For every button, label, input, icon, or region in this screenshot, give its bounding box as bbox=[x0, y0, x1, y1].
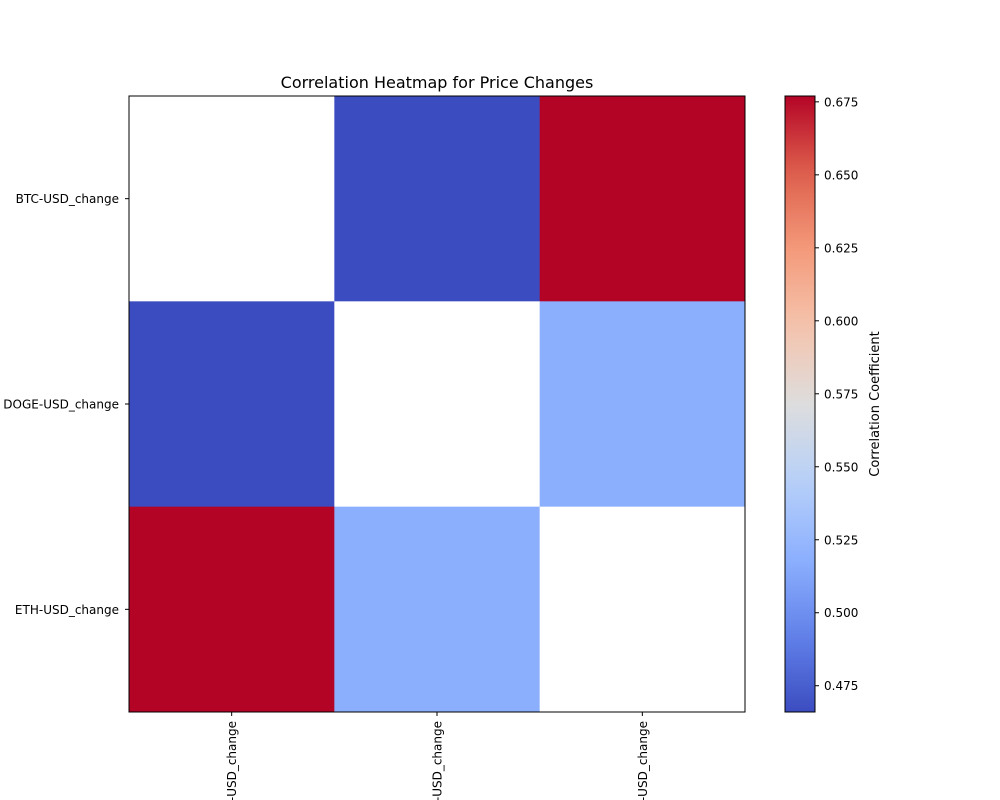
y-tick-label: BTC-USD_change bbox=[16, 192, 119, 206]
colorbar-tick-label: 0.500 bbox=[824, 606, 858, 620]
colorbar-tick-label: 0.650 bbox=[824, 168, 858, 182]
y-axis: BTC-USD_change DOGE-USD_change ETH-USD_cha… bbox=[3, 192, 129, 617]
x-tick-label: DOGE-USD_change bbox=[431, 721, 445, 800]
heatmap-cell bbox=[129, 96, 335, 302]
colorbar-label: Correlation Coefficient bbox=[868, 331, 883, 477]
heatmap-cells bbox=[129, 96, 746, 713]
colorbar-tick-label: 0.625 bbox=[824, 241, 858, 255]
colorbar-tick-label: 0.575 bbox=[824, 387, 858, 401]
colorbar-gradient bbox=[785, 96, 815, 712]
x-axis: BTC-USD_change DOGE-USD_change ETH-USD_cha… bbox=[225, 712, 650, 800]
colorbar-tick-label: 0.475 bbox=[824, 679, 858, 693]
x-tick-label: BTC-USD_change bbox=[225, 721, 239, 800]
colorbar-tick-label: 0.550 bbox=[824, 460, 858, 474]
heatmap-cell bbox=[334, 301, 541, 508]
heatmap-cell bbox=[539, 301, 746, 508]
heatmap-cell bbox=[539, 96, 746, 302]
colorbar-tick-label: 0.600 bbox=[824, 314, 858, 328]
colorbar-tick-label: 0.675 bbox=[824, 95, 858, 109]
heatmap-cell bbox=[129, 506, 335, 713]
heatmap-cell bbox=[334, 506, 541, 713]
y-tick-label: DOGE-USD_change bbox=[3, 398, 119, 412]
colorbar-tick-label: 0.525 bbox=[824, 533, 858, 547]
colorbar-frame bbox=[784, 95, 816, 713]
y-tick-label: ETH-USD_change bbox=[15, 603, 119, 617]
heatmap-cell bbox=[129, 301, 335, 508]
x-tick-label: ETH-USD_change bbox=[636, 721, 650, 800]
heatmap-cell bbox=[539, 506, 746, 713]
heatmap-cell bbox=[334, 96, 541, 302]
chart-title: Correlation Heatmap for Price Changes bbox=[281, 73, 594, 92]
colorbar: 0.475 0.500 0.525 0.550 0.575 0.600 0.625 0.650… bbox=[784, 95, 858, 713]
